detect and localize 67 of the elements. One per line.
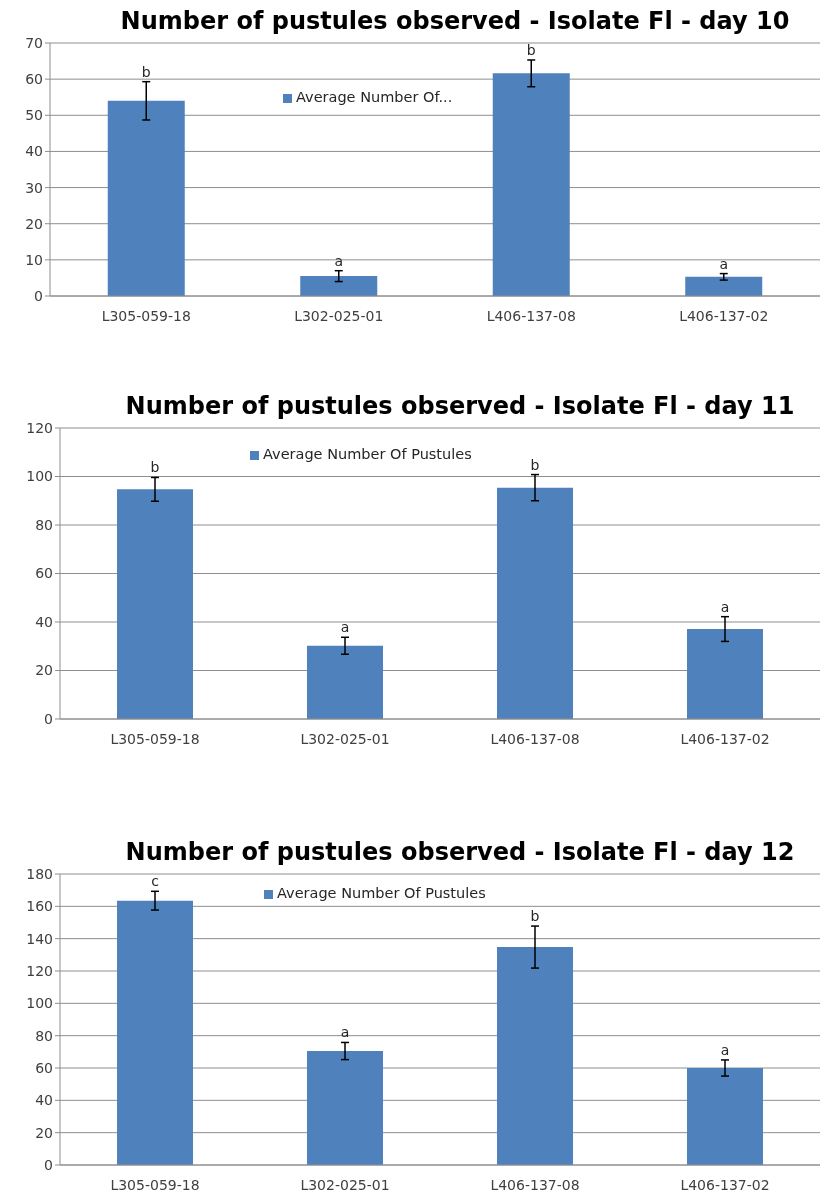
y-tick-label: 160	[26, 898, 53, 915]
bar	[497, 947, 573, 1165]
bar	[497, 487, 573, 719]
x-tick-label: L406-137-08	[486, 307, 576, 324]
bar	[685, 276, 763, 296]
annotation: a	[340, 619, 350, 636]
annotation: b	[530, 908, 540, 925]
x-tick-label: L305-059-18	[101, 307, 191, 324]
bar	[687, 629, 763, 719]
y-tick-label: 100	[26, 995, 53, 1012]
annotation: c	[151, 873, 159, 890]
y-tick-label: 50	[25, 107, 43, 124]
chart-title: Number of pustules observed - Isolate Fl - day 10	[119, 6, 791, 36]
legend-label: Average Number Of...	[296, 89, 453, 105]
x-tick-label: L302-025-01	[294, 307, 384, 324]
x-tick-label: L302-025-01	[300, 730, 390, 747]
y-tick-label: 120	[26, 419, 53, 436]
y-tick-label: 0	[34, 287, 43, 304]
x-tick-label: L302-025-01	[300, 1176, 390, 1191]
x-tick-label: L406-137-02	[680, 1176, 770, 1191]
y-tick-label: 100	[26, 468, 53, 485]
y-tick-label: 120	[26, 962, 53, 979]
bar	[307, 1051, 383, 1165]
x-tick-label: L406-137-02	[680, 730, 770, 747]
y-tick-label: 70	[25, 34, 43, 51]
y-tick-label: 140	[26, 930, 53, 947]
y-tick-label: 10	[25, 251, 43, 268]
bar	[117, 900, 193, 1165]
y-tick-label: 40	[35, 613, 53, 630]
bar	[117, 489, 193, 719]
chart-title: Number of pustules observed - Isolate Fl - day 12	[124, 837, 796, 867]
annotation: a	[719, 255, 729, 272]
bar	[687, 1068, 763, 1165]
legend-label: Average Number Of Pustules	[277, 885, 486, 901]
y-tick-label: 30	[25, 179, 43, 196]
x-tick-label: L406-137-02	[679, 307, 769, 324]
annotation: a	[720, 1041, 730, 1058]
bar	[492, 73, 570, 296]
y-tick-label: 40	[25, 143, 43, 160]
annotation: a	[720, 598, 730, 615]
annotation: b	[141, 63, 151, 80]
annotation: b	[150, 459, 160, 476]
y-tick-label: 0	[44, 710, 53, 727]
y-tick-label: 0	[44, 1156, 53, 1173]
y-tick-label: 20	[25, 215, 43, 232]
legend-label: Average Number Of Pustules	[263, 446, 472, 462]
y-tick-label: 60	[35, 565, 53, 582]
y-tick-label: 60	[25, 71, 43, 88]
x-tick-label: L305-059-18	[110, 730, 200, 747]
y-tick-label: 20	[35, 662, 53, 679]
bar	[307, 645, 383, 719]
annotation: a	[340, 1024, 350, 1041]
y-tick-label: 80	[35, 516, 53, 533]
x-tick-label: L305-059-18	[110, 1176, 200, 1191]
annotation: b	[526, 41, 536, 58]
bar	[300, 276, 378, 296]
y-tick-label: 80	[35, 1027, 53, 1044]
chart-title: Number of pustules observed - Isolate Fl - day 11	[124, 391, 796, 421]
y-tick-label: 40	[35, 1092, 53, 1109]
annotation: b	[530, 456, 540, 473]
y-tick-label: 20	[35, 1124, 53, 1141]
x-tick-label: L406-137-08	[490, 730, 580, 747]
y-tick-label: 60	[35, 1059, 53, 1076]
x-tick-label: L406-137-08	[490, 1176, 580, 1191]
y-tick-label: 180	[26, 865, 53, 882]
bar	[107, 100, 185, 296]
annotation: a	[334, 252, 344, 269]
